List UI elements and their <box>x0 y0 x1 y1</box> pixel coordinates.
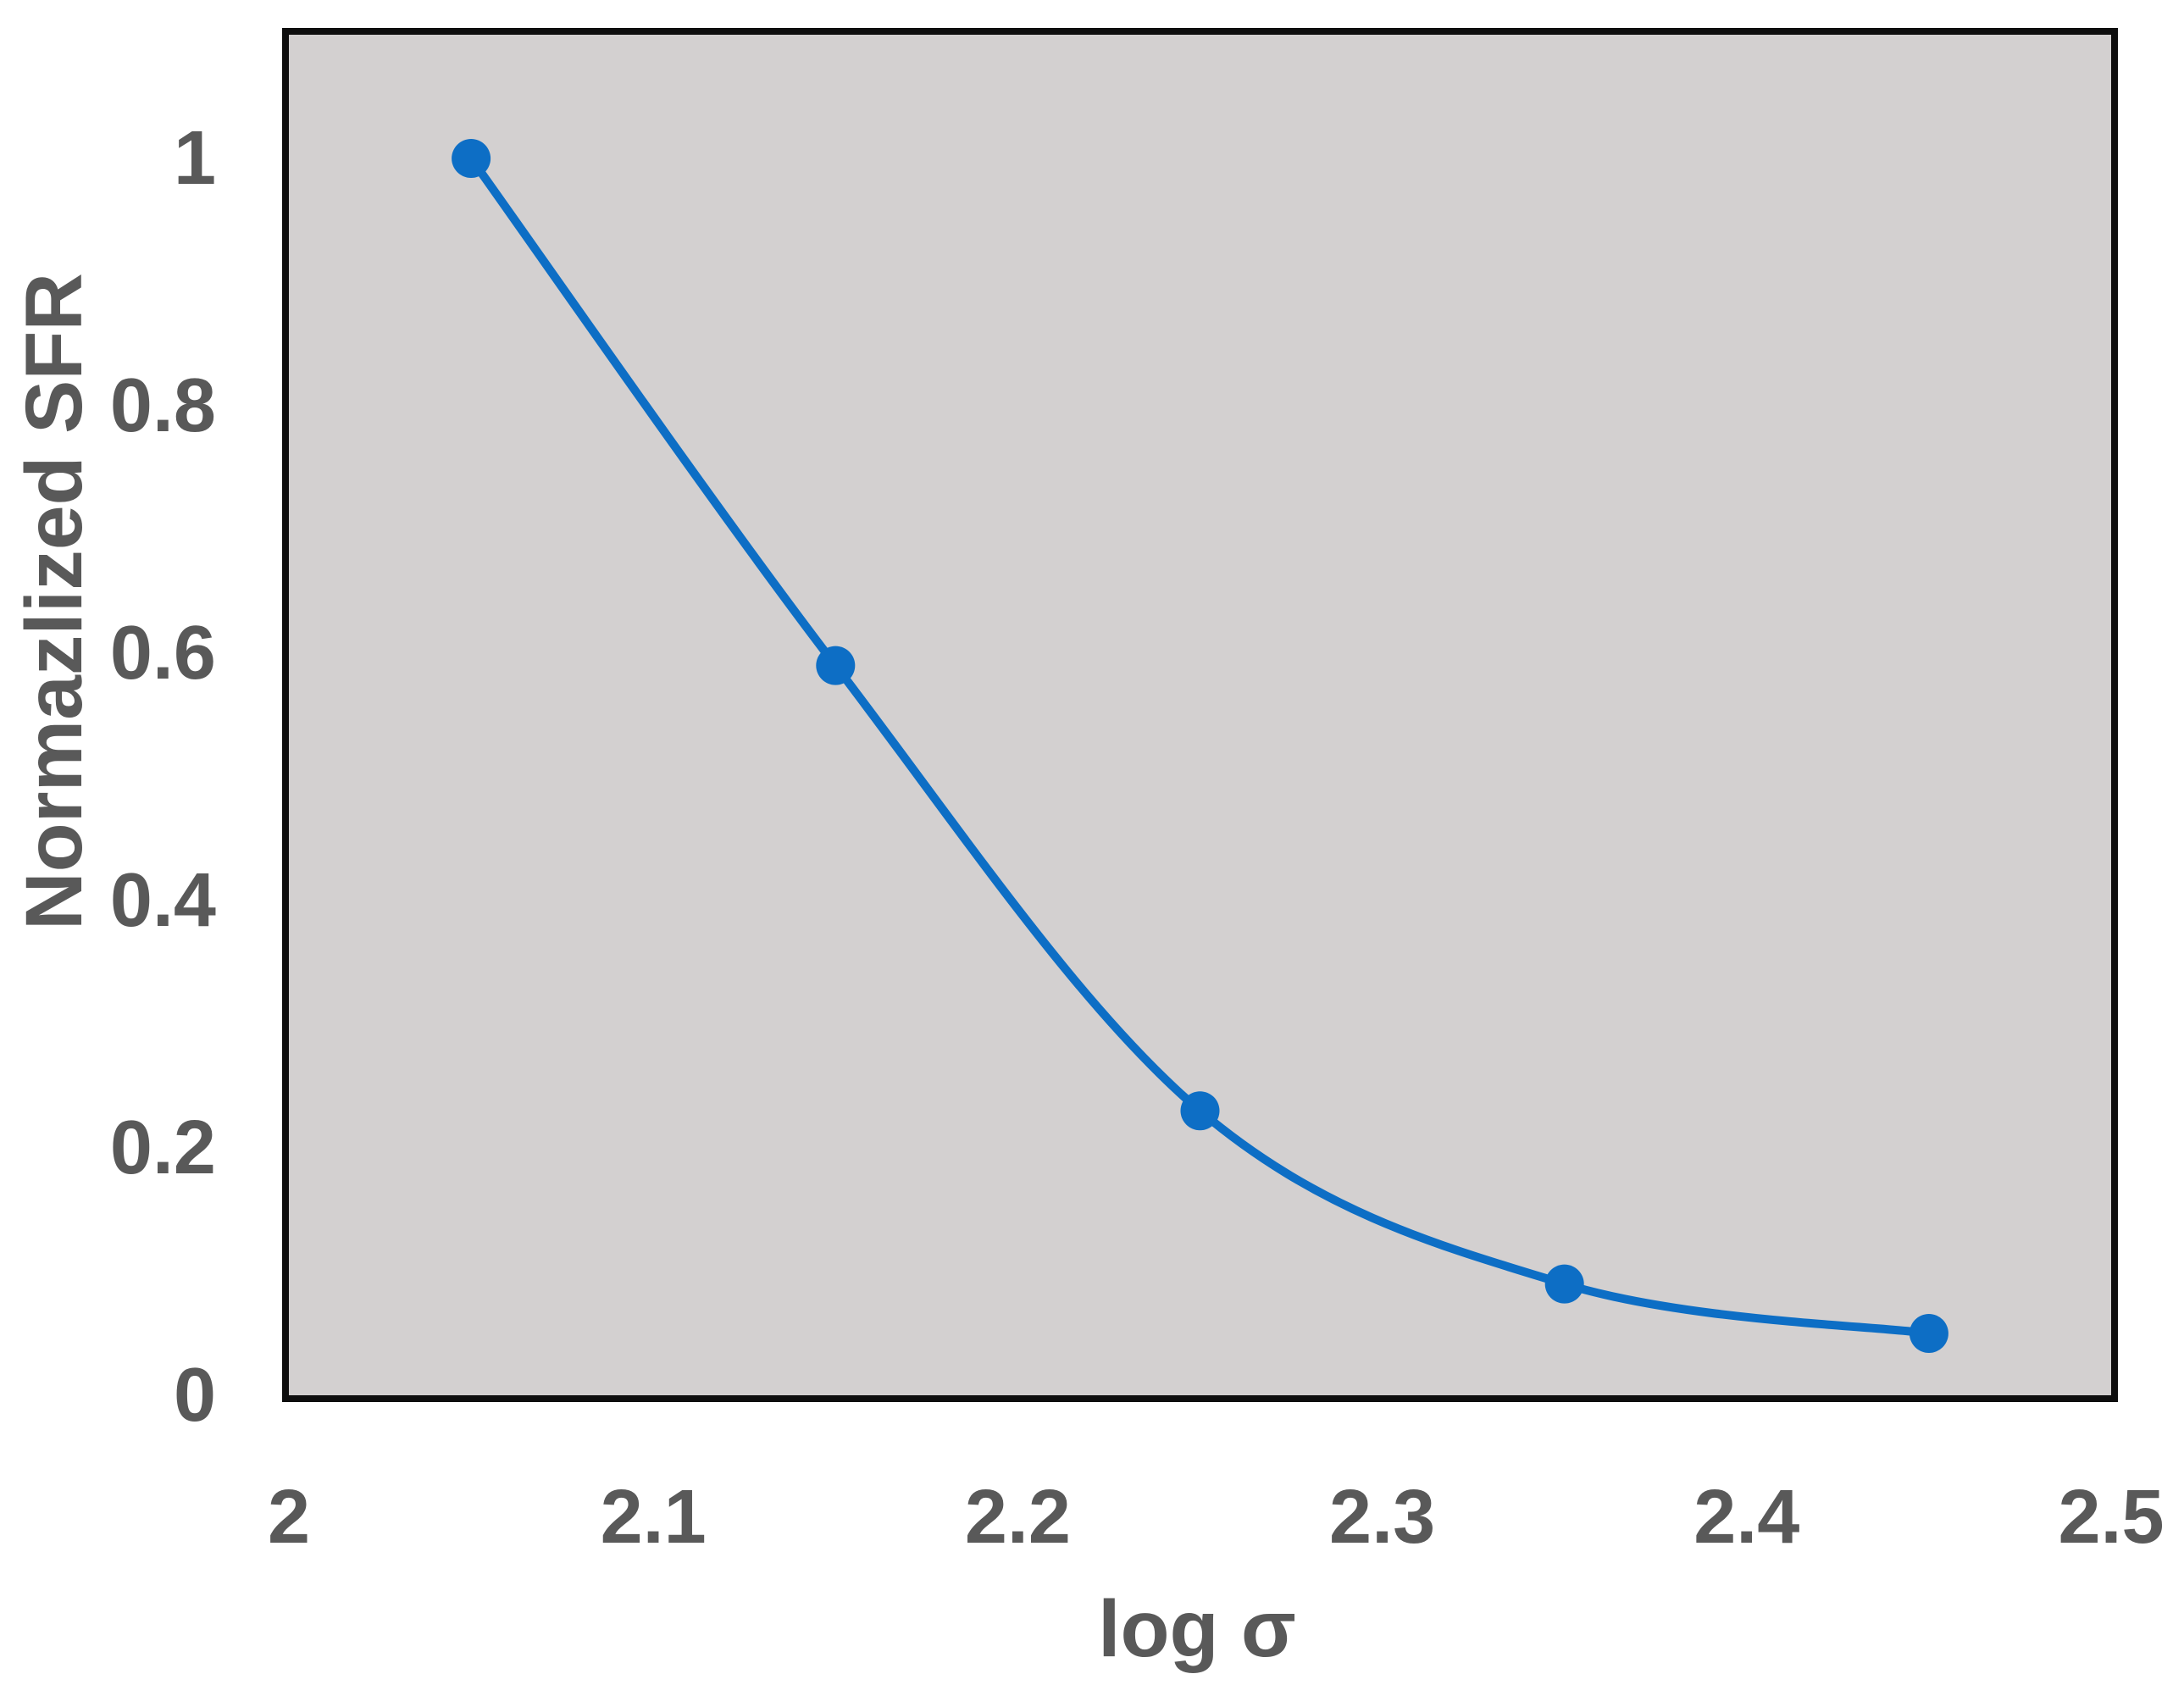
x-tick-label: 2.3 <box>1329 1475 1436 1560</box>
y-tick-label: 0.2 <box>109 1106 216 1190</box>
x-tick-label: 2.5 <box>2058 1475 2165 1560</box>
x-tick-label: 2.4 <box>1693 1475 1800 1560</box>
x-axis-title: log σ <box>1098 1584 1296 1674</box>
y-tick-label: 0.6 <box>109 611 216 696</box>
data-point-marker <box>816 646 856 685</box>
y-axis-title: Normazlized SFR <box>9 273 99 930</box>
x-tick-label: 2.2 <box>964 1475 1071 1560</box>
data-point-marker <box>452 139 491 178</box>
x-tick-label: 2.1 <box>600 1475 707 1560</box>
x-tick-label: 2 <box>267 1475 311 1560</box>
data-point-marker <box>1909 1314 1948 1353</box>
plot-area <box>282 28 2118 1402</box>
y-tick-label: 1 <box>173 116 216 201</box>
data-point-marker <box>1180 1091 1220 1131</box>
data-point-marker <box>1544 1264 1584 1304</box>
y-tick-label: 0.8 <box>109 363 216 448</box>
series-line <box>467 154 1933 1338</box>
y-tick-label: 0.4 <box>109 858 216 943</box>
line-chart <box>452 139 1948 1353</box>
y-tick-label: 0 <box>173 1353 216 1438</box>
